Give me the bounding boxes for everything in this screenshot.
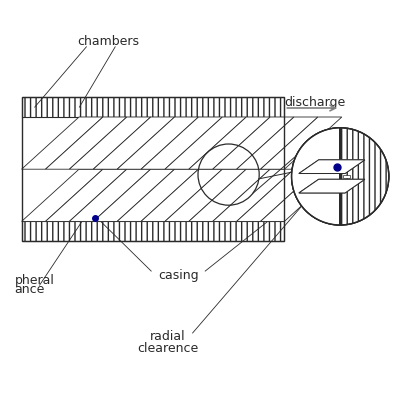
Text: chambers: chambers (77, 35, 139, 48)
Polygon shape (165, 117, 246, 169)
Text: casing: casing (158, 269, 199, 282)
Polygon shape (93, 169, 175, 221)
Polygon shape (189, 169, 270, 221)
Bar (22, 97, 284, 117)
Polygon shape (189, 117, 270, 169)
Polygon shape (237, 169, 318, 221)
Bar (22, 221, 284, 241)
Polygon shape (141, 117, 223, 169)
Polygon shape (93, 117, 175, 169)
Polygon shape (261, 169, 342, 221)
Text: clearence: clearence (137, 342, 198, 355)
Polygon shape (141, 169, 223, 221)
Bar (22, 117, 284, 221)
Polygon shape (213, 169, 294, 221)
Polygon shape (117, 169, 198, 221)
Polygon shape (299, 179, 365, 193)
Polygon shape (69, 117, 151, 169)
Text: radial: radial (150, 330, 185, 343)
Text: pheral: pheral (14, 274, 54, 287)
Bar (343, 175, 350, 178)
Text: ance: ance (14, 283, 45, 296)
Polygon shape (299, 160, 365, 173)
Polygon shape (299, 160, 365, 173)
Polygon shape (117, 117, 198, 169)
Polygon shape (46, 169, 127, 221)
Polygon shape (22, 117, 103, 169)
Polygon shape (291, 128, 340, 225)
Text: discharge: discharge (284, 96, 346, 109)
Circle shape (291, 128, 389, 225)
Polygon shape (22, 169, 103, 221)
Polygon shape (46, 117, 127, 169)
Circle shape (291, 128, 389, 225)
Polygon shape (261, 117, 342, 169)
Polygon shape (165, 169, 246, 221)
Polygon shape (299, 179, 365, 193)
Bar (22, 97, 284, 241)
Polygon shape (69, 169, 151, 221)
Polygon shape (237, 117, 318, 169)
Polygon shape (213, 117, 294, 169)
